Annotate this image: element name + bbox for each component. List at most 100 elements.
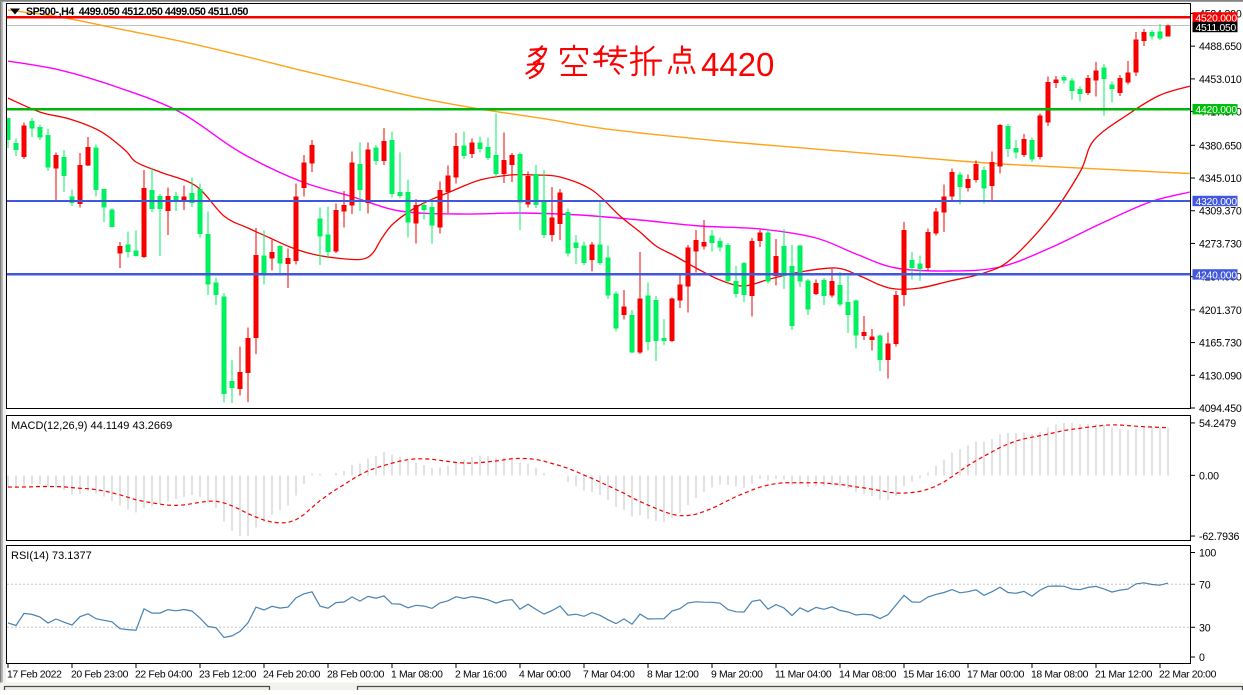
level-badge: 4320.000 [1192, 195, 1238, 208]
candle [845, 275, 851, 333]
time-tick-label: 24 Feb 20:00 [263, 670, 321, 681]
price-tick-label: 4380.650 [1199, 140, 1242, 152]
candle [621, 290, 627, 320]
candle-body [317, 218, 323, 237]
candle-body [357, 164, 363, 191]
annotation-stroke [534, 52, 543, 59]
candle-body [661, 337, 667, 341]
candle [101, 188, 107, 222]
candle-body [597, 244, 603, 264]
candle-body [1093, 70, 1099, 81]
time-tick-label: 15 Mar 16:00 [903, 670, 961, 681]
bid-badge-bg [1192, 21, 1238, 33]
annotation-char-zhe [629, 45, 663, 77]
candle [901, 222, 907, 306]
annotation-stroke [529, 47, 548, 64]
annotation-stroke [561, 54, 570, 65]
candle [605, 245, 611, 299]
candle-body [1013, 148, 1019, 153]
triangle-down-icon[interactable] [10, 8, 20, 15]
candle [797, 245, 803, 287]
time-tick-label: 28 Feb 00:00 [327, 670, 385, 681]
candle-body [973, 163, 979, 181]
annotation-stroke [676, 66, 680, 74]
rsi-tick-label: 70 [1199, 579, 1211, 591]
candle [333, 203, 339, 254]
candle-body [501, 159, 507, 175]
candle [125, 231, 131, 258]
annotation-stroke [673, 53, 691, 64]
candle [1005, 123, 1011, 158]
annotation-stroke [532, 67, 540, 74]
rsi-tick-label: 100 [1199, 548, 1216, 560]
candle-body [741, 263, 747, 295]
candle [349, 151, 355, 215]
candle [13, 138, 19, 157]
candle-body [477, 142, 483, 149]
time-axis[interactable]: 17 Feb 2022 20 Feb 23:00 22 Feb 04:00 23 Fe… [7, 664, 1217, 681]
annotation-text[interactable]: 4420 [525, 44, 774, 83]
candle-body [69, 196, 75, 204]
candle [469, 138, 475, 158]
window-left-edge-dark [0, 1, 1, 690]
candle [53, 152, 59, 201]
candle [565, 208, 571, 257]
candle-body [165, 196, 171, 211]
candle [285, 248, 291, 288]
candle-body [549, 217, 555, 235]
time-tick-label: 14 Mar 08:00 [839, 670, 897, 681]
time-tick-label: 9 Mar 20:00 [711, 670, 763, 681]
candle [1093, 61, 1099, 97]
candle-body [1133, 39, 1139, 73]
price-tick-label: 4345.010 [1199, 173, 1242, 185]
candle [29, 118, 35, 138]
candle [421, 201, 427, 220]
candle-body [805, 280, 811, 310]
candle [213, 277, 219, 306]
time-tick-label: 18 Mar 08:00 [1031, 670, 1089, 681]
candle-body [341, 205, 347, 212]
macd-pane-frame[interactable] [6, 415, 1191, 541]
candle-body [485, 146, 491, 158]
candle [317, 207, 323, 265]
candle [757, 229, 763, 247]
price-pane-frame[interactable] [6, 3, 1191, 409]
candle-body [605, 257, 611, 296]
time-tick-label: 20 Feb 23:00 [71, 670, 129, 681]
candle [613, 291, 619, 332]
annotation-stroke [593, 59, 609, 64]
annotation-digits: 4420 [701, 46, 774, 83]
candle [749, 238, 755, 317]
candle-body [1141, 31, 1147, 42]
candle-body [85, 146, 91, 166]
price-axis[interactable]: 4524.2904488.6504453.0104417.3704380.650… [1191, 8, 1242, 415]
level-badge-text: 4420.000 [1196, 105, 1238, 116]
annotation-stroke [631, 45, 638, 77]
candle [229, 359, 235, 404]
candle-body [109, 209, 115, 227]
candle-body [637, 298, 643, 353]
candle [1061, 75, 1067, 84]
candle [517, 152, 523, 231]
candle [821, 277, 827, 306]
candle [237, 346, 243, 396]
candle-body [277, 246, 283, 264]
macd-tick-label: 54.2479 [1199, 418, 1236, 430]
candle [141, 170, 147, 259]
candle-body [1101, 67, 1107, 79]
level-badge-bg [1192, 195, 1238, 207]
candle [453, 133, 459, 184]
macd-signal-line [7, 424, 1169, 524]
candle-body [965, 178, 971, 189]
candle-body [781, 246, 787, 276]
candle-body [885, 343, 891, 361]
price-tick-label: 4309.370 [1199, 206, 1242, 218]
candle-body [181, 196, 187, 202]
macd-tick-label: -62.7936 [1199, 531, 1240, 543]
candle-body [1037, 115, 1043, 158]
candle-body [349, 162, 355, 206]
candle-body [293, 196, 299, 262]
candle [701, 220, 707, 250]
candle [813, 279, 819, 295]
rsi-pane-frame[interactable] [6, 545, 1191, 664]
